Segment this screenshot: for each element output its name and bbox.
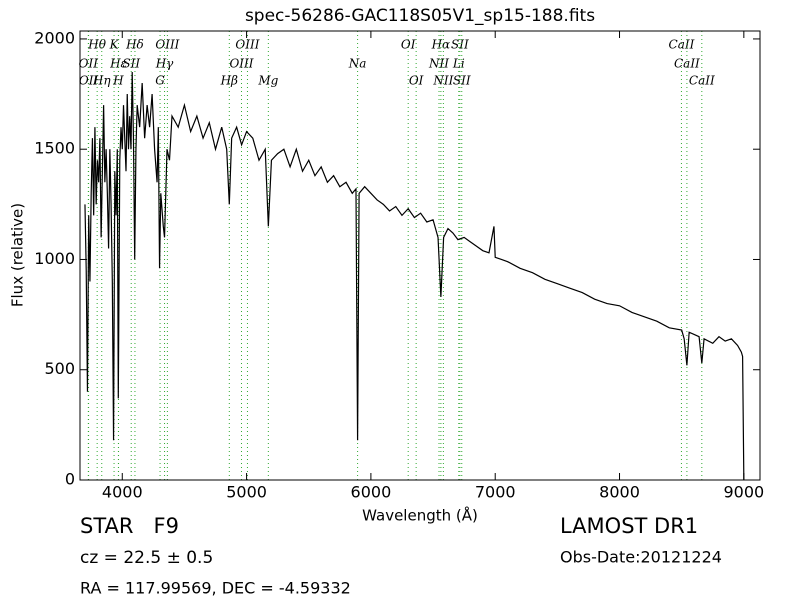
spectral-line-label: G xyxy=(155,74,165,88)
y-tick-label: 500 xyxy=(44,359,75,378)
spectral-line-label: Hβ xyxy=(220,74,238,88)
spectral-line-label: Li xyxy=(452,57,465,71)
spectral-line-label: OI xyxy=(401,38,416,52)
obs-date: Obs-Date:20121224 xyxy=(560,548,722,567)
spectral-line-label: K xyxy=(109,38,120,52)
spectral-line-label: OIII xyxy=(229,57,253,71)
spectral-line-label: Hγ xyxy=(155,57,174,71)
x-axis-label: Wavelength (Å) xyxy=(362,506,478,525)
y-tick-label: 2000 xyxy=(34,28,75,47)
spectral-line-label: SII xyxy=(122,57,140,71)
x-tick-label: 7000 xyxy=(475,483,516,502)
chart-title: spec-56286-GAC118S05V1_sp15-188.fits xyxy=(245,6,595,26)
spectral-line-label: Mg xyxy=(257,74,278,88)
object-class: STAR F9 xyxy=(80,514,179,538)
x-tick-label: 9000 xyxy=(723,483,764,502)
spectral-line-label: OIII xyxy=(155,38,179,52)
x-tick-label: 6000 xyxy=(351,483,392,502)
plot-frame xyxy=(79,30,761,481)
spectral-line-label: SII xyxy=(453,74,471,88)
spectral-line-label: OIII xyxy=(235,38,259,52)
x-tick-label: 4000 xyxy=(102,483,143,502)
y-tick-label: 1000 xyxy=(34,249,75,268)
coordinates: RA = 117.99569, DEC = -4.59332 xyxy=(80,579,351,598)
y-tick-label: 1500 xyxy=(34,139,75,158)
spectral-line-label: SII xyxy=(451,38,469,52)
spectral-line-label: Hα xyxy=(431,38,451,52)
y-axis-label: Flux (relative) xyxy=(9,203,27,307)
spectral-line-label: Na xyxy=(348,57,367,71)
spectral-line-label: OII xyxy=(79,74,99,88)
x-tick-label: 5000 xyxy=(226,483,267,502)
spectral-line-label: CaII xyxy=(669,38,695,52)
spectral-line-label: Hθ xyxy=(87,38,106,52)
spectral-line-label: Hη xyxy=(92,74,111,88)
spectral-line-label: CaII xyxy=(674,57,700,71)
redshift: cz = 22.5 ± 0.5 xyxy=(80,548,213,568)
x-tick-label: 8000 xyxy=(599,483,640,502)
spectral-line-label: H xyxy=(112,74,124,88)
survey: LAMOST DR1 xyxy=(560,514,698,538)
spectral-line-label: CaII xyxy=(689,74,715,88)
spectral-line-label: OI xyxy=(409,74,424,88)
spectral-line-label: NII xyxy=(432,74,453,88)
y-tick-label: 0 xyxy=(65,470,75,489)
spectrum-line xyxy=(84,72,745,481)
spectral-line-label: NII xyxy=(428,57,449,71)
spectral-line-label: Hδ xyxy=(125,38,144,52)
